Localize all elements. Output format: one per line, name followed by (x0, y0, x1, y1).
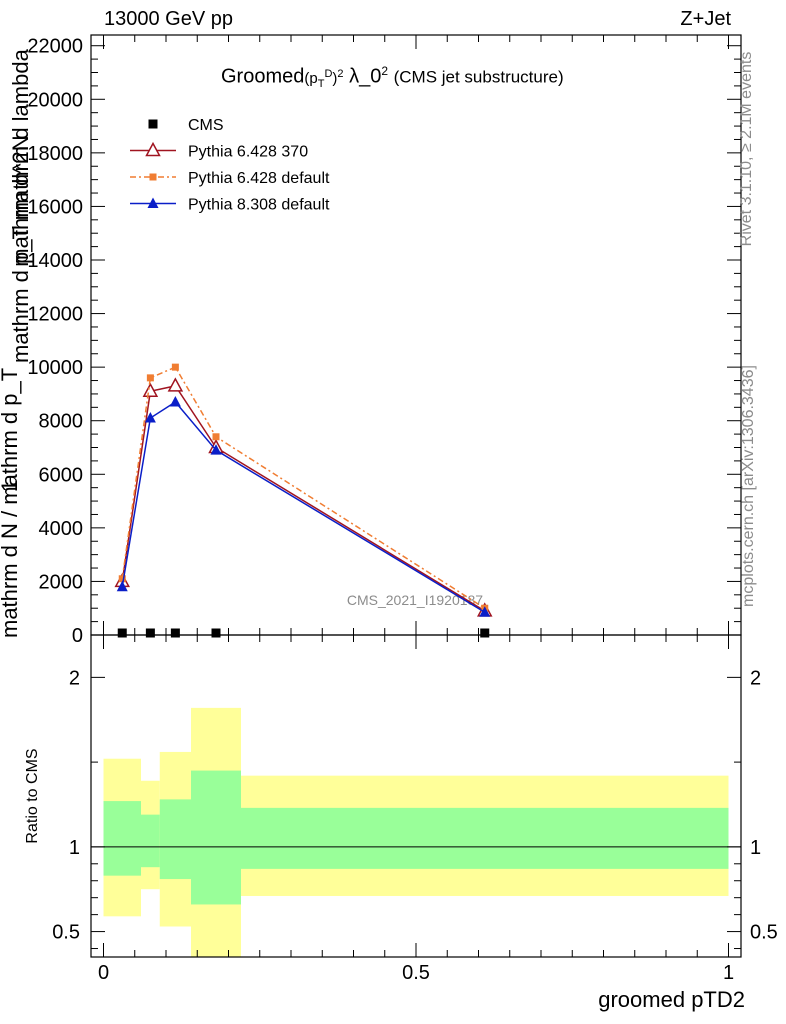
data-point (170, 628, 180, 638)
y-tick-label: 2000 (39, 571, 84, 593)
ratio-y-tick-label: 1 (69, 837, 80, 859)
series-line (121, 366, 486, 609)
ratio-y-tick-label: 0.5 (52, 922, 80, 944)
ratio-y-tick-label-right: 1 (750, 837, 761, 859)
rivet-label: Rivet 3.1.10, ≥ 2.1M events (738, 51, 755, 247)
y-tick-label: 10000 (27, 357, 83, 379)
legend-label: Pythia 6.428 default (188, 170, 330, 187)
data-point (210, 444, 222, 455)
series-line (121, 400, 486, 613)
y-tick-label: 0 (72, 625, 83, 647)
inner-band-bin (241, 807, 729, 869)
x-axis-label: groomed pTD2 (598, 987, 745, 1012)
inner-band-bin (103, 801, 141, 876)
main-plot: 0 2000 4000 6000 8000 10000 12000 14000 16000 180… (27, 34, 742, 647)
data-point (212, 433, 220, 441)
legend-label: Pythia 6.428 370 (188, 144, 308, 161)
x-tick-label: 1 (723, 962, 734, 984)
legend-marker (149, 173, 157, 181)
y-tick-label: 16000 (27, 196, 83, 218)
ratio-plot: 0 0.5 1 groomed pTD2 0.5 0.5 1 1 2 2 Ratio to CMS (24, 634, 778, 1012)
y-tick-label: 14000 (27, 250, 83, 272)
y-tick-label: 12000 (27, 304, 83, 326)
data-point (146, 374, 154, 382)
plot-title-lambda: λ_0 (349, 65, 382, 88)
plot-title: Groomed(pTD)2 λ_02 (CMS jet substructure… (221, 64, 564, 90)
ratio-y-axis-label: Ratio to CMS (24, 748, 41, 843)
inner-band-bin (191, 770, 241, 905)
analysis-label: CMS_2021_I1920187 (347, 592, 483, 608)
data-point (169, 395, 181, 407)
y-tick-label: 18000 (27, 143, 83, 165)
data-point (480, 628, 490, 638)
data-point (145, 628, 155, 638)
y-tick-label: 8000 (39, 411, 84, 433)
x-tick-label: 0.5 (402, 962, 430, 984)
legend-marker (145, 141, 161, 157)
legend-label: Pythia 8.308 default (188, 197, 330, 214)
data-point (118, 575, 126, 583)
inner-band-bin (141, 814, 160, 868)
y-tick-label: 22000 (27, 36, 83, 58)
series-line (121, 385, 486, 612)
energy-label: 13000 GeV pp (104, 8, 233, 30)
legend-marker (147, 197, 159, 208)
data-point (211, 628, 221, 638)
x-tick-label: 0 (98, 962, 109, 984)
y-tick-label: 6000 (39, 464, 84, 486)
legend-label: CMS (188, 117, 224, 134)
ylabel-inner-denominator: mathrm d p_T mathrm d lambda (8, 49, 33, 363)
data-point (167, 377, 184, 392)
ratio-y-tick-label-right: 2 (750, 667, 761, 689)
data-point (142, 382, 159, 397)
data-point (116, 580, 128, 592)
y-tick-label: 20000 (27, 89, 83, 111)
plot-title-note: (CMS jet substructure) (393, 67, 564, 87)
data-point (171, 363, 179, 371)
legend-marker (148, 119, 158, 129)
ratio-y-tick-label-right: 0.5 (750, 922, 778, 944)
mcplots-label: mcplots.cern.ch [arXiv:1306.3436] (740, 365, 757, 607)
ratio-y-tick-label: 2 (69, 667, 80, 689)
data-point (144, 412, 156, 423)
inner-band-bin (159, 799, 191, 880)
ylabel-denominator: mathrm d N / mathrm d p_T (0, 367, 22, 638)
data-point (117, 628, 127, 638)
data-point (479, 606, 491, 617)
y-tick-label: 4000 (39, 518, 84, 540)
plot-title-main: Groomed (221, 65, 305, 88)
process-label: Z+Jet (680, 8, 731, 30)
